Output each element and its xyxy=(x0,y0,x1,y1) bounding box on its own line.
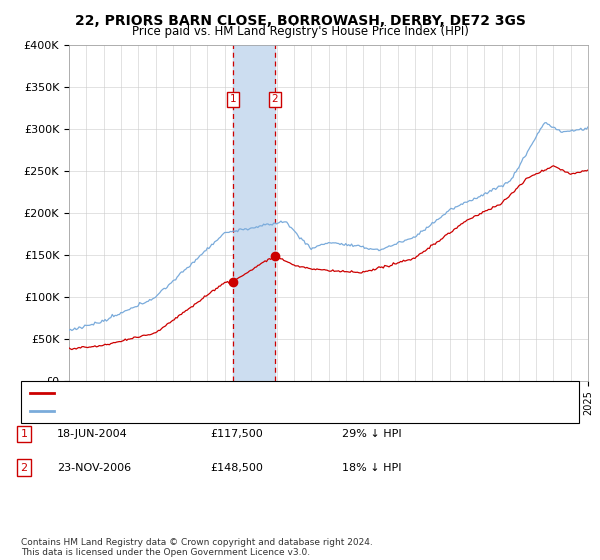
Text: £117,500: £117,500 xyxy=(210,429,263,439)
Text: 29% ↓ HPI: 29% ↓ HPI xyxy=(342,429,401,439)
Text: Price paid vs. HM Land Registry's House Price Index (HPI): Price paid vs. HM Land Registry's House … xyxy=(131,25,469,38)
Text: 2: 2 xyxy=(20,463,28,473)
Text: Contains HM Land Registry data © Crown copyright and database right 2024.
This d: Contains HM Land Registry data © Crown c… xyxy=(21,538,373,557)
Text: £148,500: £148,500 xyxy=(210,463,263,473)
Text: 1: 1 xyxy=(20,429,28,439)
Bar xyxy=(233,45,275,381)
Text: 2: 2 xyxy=(272,95,278,104)
Text: HPI: Average price, detached house, Erewash: HPI: Average price, detached house, Erew… xyxy=(60,406,297,416)
Text: 22, PRIORS BARN CLOSE, BORROWASH, DERBY, DE72 3GS: 22, PRIORS BARN CLOSE, BORROWASH, DERBY,… xyxy=(74,14,526,28)
Text: 22, PRIORS BARN CLOSE, BORROWASH, DERBY, DE72 3GS (detached house): 22, PRIORS BARN CLOSE, BORROWASH, DERBY,… xyxy=(60,388,458,398)
Text: 18% ↓ HPI: 18% ↓ HPI xyxy=(342,463,401,473)
Text: 1: 1 xyxy=(229,95,236,104)
Text: 18-JUN-2004: 18-JUN-2004 xyxy=(57,429,128,439)
Text: 23-NOV-2006: 23-NOV-2006 xyxy=(57,463,131,473)
